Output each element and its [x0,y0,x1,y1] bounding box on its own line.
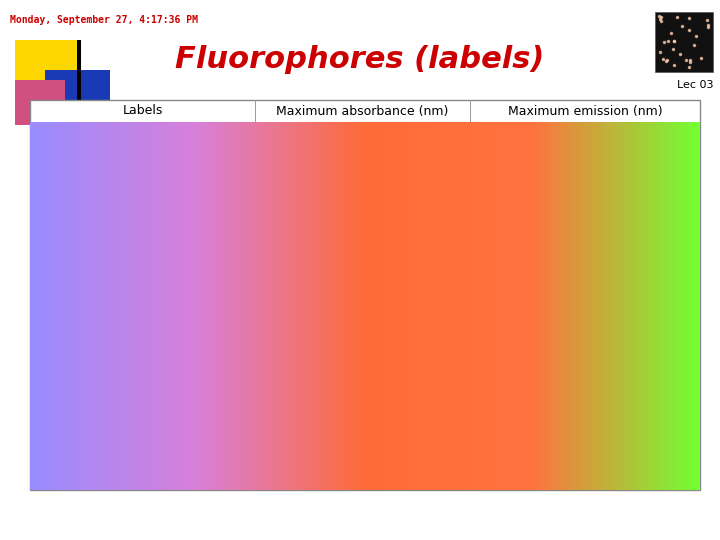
FancyBboxPatch shape [77,40,81,125]
Text: 581: 581 [352,427,373,436]
Text: 520: 520 [352,226,373,236]
Text: Rhodamine 6G: Rhodamine 6G [101,376,184,386]
Text: Maximum emission (nm): Maximum emission (nm) [508,105,662,118]
Text: 694: 694 [575,176,595,186]
Text: 499: 499 [352,326,373,336]
Text: 6-FAM: 6-FAM [126,125,159,136]
Text: JOE: JOE [133,226,152,236]
Text: HEX: HEX [131,209,154,219]
Text: 570: 570 [575,142,595,152]
Text: 521: 521 [352,460,373,470]
Text: Monday, September 27, 4:17:36 PM: Monday, September 27, 4:17:36 PM [10,15,198,25]
Text: 557: 557 [575,376,595,386]
FancyBboxPatch shape [15,40,80,95]
FancyBboxPatch shape [15,80,65,125]
Text: 495: 495 [352,125,373,136]
FancyBboxPatch shape [45,70,110,125]
Text: ROX: ROX [131,427,154,436]
Text: 521: 521 [575,309,595,319]
Text: Oregon Green 500: Oregon Green 500 [91,326,194,336]
Text: 590: 590 [352,242,373,253]
Text: Cy5.5: Cy5.5 [127,176,158,186]
Text: Rhodamine: Rhodamine [111,360,174,369]
Text: 650: 650 [352,159,373,169]
Text: 670: 670 [575,276,595,286]
Text: 538: 538 [575,460,595,470]
Text: 590: 590 [575,410,595,420]
Text: 524: 524 [352,376,373,386]
Text: Cy5: Cy5 [132,159,153,169]
Text: Oregon Green 488: Oregon Green 488 [91,309,194,319]
Text: LightCycler Red 610: LightCycler Red 610 [86,242,199,253]
Text: 519: 519 [575,326,595,336]
Text: TAMRA: TAMRA [124,443,161,453]
Text: Oregon Green 514: Oregon Green 514 [91,343,194,353]
Text: 517: 517 [575,125,595,136]
Text: LightCycler Red 670: LightCycler Red 670 [86,276,199,286]
Text: 667: 667 [575,159,595,169]
Text: TET: TET [132,460,153,470]
Text: 532: 532 [575,393,595,403]
Text: 640: 640 [575,259,595,269]
Text: Texas Red: Texas Red [114,477,170,487]
Text: 504: 504 [352,393,373,403]
Text: Labels: Labels [122,105,163,118]
Text: 625: 625 [352,259,373,269]
Text: Rhodamine Red: Rhodamine Red [99,410,186,420]
Text: 607: 607 [575,427,595,436]
Text: 650: 650 [352,276,373,286]
Text: 675: 675 [352,176,373,186]
Text: Rhodamine Green: Rhodamine Green [92,393,193,403]
Text: Fluorophores (labels): Fluorophores (labels) [175,45,545,75]
FancyBboxPatch shape [30,100,700,122]
Text: 564: 564 [352,360,373,369]
Text: 570: 570 [352,410,373,420]
Text: 495: 495 [352,309,373,319]
Text: 548: 548 [575,226,595,236]
Text: 603: 603 [575,360,595,369]
Text: Cy3: Cy3 [132,142,153,152]
Text: 495: 495 [352,192,373,202]
FancyBboxPatch shape [655,12,713,72]
Text: 520: 520 [575,192,595,202]
Text: 506: 506 [352,343,373,353]
Text: 576: 576 [575,443,595,453]
Text: 537: 537 [352,209,373,219]
Text: 610: 610 [575,477,595,487]
Text: 550: 550 [352,443,373,453]
Text: 553: 553 [575,209,595,219]
Text: 589: 589 [352,477,373,487]
Text: 680: 680 [352,293,373,302]
Text: LightCycler Red 705: LightCycler Red 705 [86,293,199,302]
Text: Lec 03: Lec 03 [677,80,714,90]
Text: 705: 705 [575,293,595,302]
Text: LightCycler Red 640: LightCycler Red 640 [86,259,199,269]
Text: 526: 526 [575,343,595,353]
Text: Maximum absorbance (nm): Maximum absorbance (nm) [276,105,449,118]
Text: 550: 550 [352,142,373,152]
Text: Fluorescein: Fluorescein [111,192,174,202]
Text: 610: 610 [575,242,595,253]
